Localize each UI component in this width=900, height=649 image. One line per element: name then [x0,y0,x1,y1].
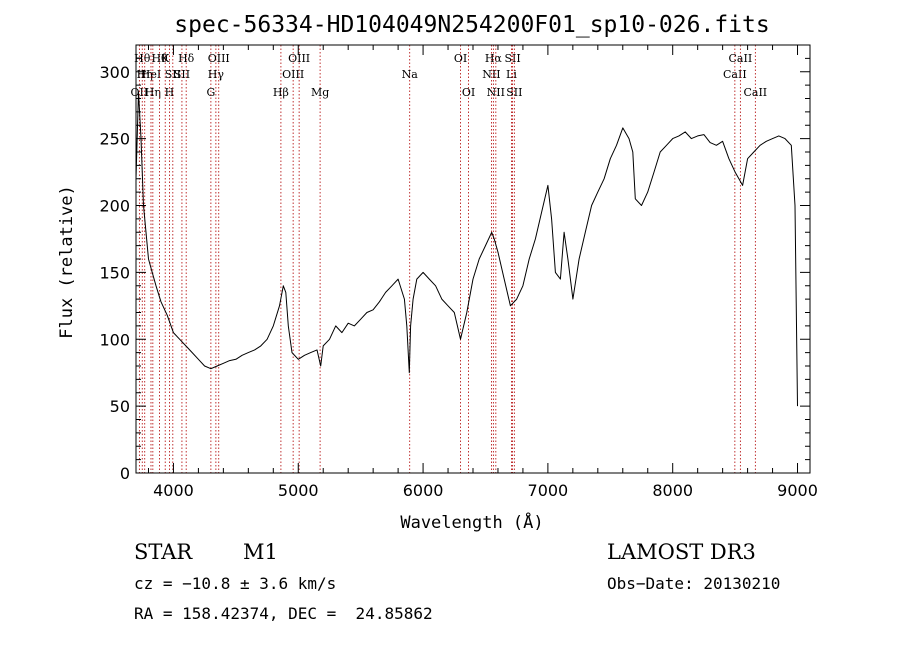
line-marker-label: SII [165,68,181,81]
line-marker-label: SII [174,68,190,81]
y-tick-label: 100 [99,330,130,349]
y-tick-label: 50 [110,397,130,416]
line-marker-label: NII [482,68,500,81]
axes: 4000 5000 6000 7000 8000 9000 0 50 100 150 200 250 3… [99,44,818,500]
line-marker-label: Hη [145,86,161,99]
line-marker-label: Hβ [273,86,289,99]
line-marker-label: Hγ [208,68,225,81]
line-marker-label: OI [454,52,467,65]
plot-frame [135,44,811,474]
line-marker-label: H [165,86,175,99]
line-marker-label: HeI [141,68,161,81]
line-marker-label: Hθ [134,52,151,65]
line-marker-label: Li [506,68,517,81]
coordinates: RA = 158.42374, DEC = 24.85862 [134,604,433,623]
line-marker-label: CaII [729,52,753,65]
subclass: M1 [243,540,278,564]
line-markers: OIIHθHηHeIHηHθKHSIISIIHδGHγOIIIHβOIIIOII… [131,45,767,473]
line-marker-label: OI [462,86,475,99]
x-tick-label: 6000 [403,481,444,500]
line-marker-label: OII [131,86,149,99]
y-axis-label: Flux (relative) [57,185,77,339]
survey-name: LAMOST DR3 [607,540,756,564]
spectrum-series [135,91,798,407]
y-tick-label: 250 [99,130,130,149]
x-tick-label: 7000 [528,481,569,500]
line-marker-label: Hδ [178,52,195,65]
line-marker-label: Hα [485,52,503,65]
line-marker-label: OIII [208,52,230,65]
x-tick-label: 8000 [652,481,693,500]
line-marker-label: CaII [743,86,767,99]
redshift-cz: cz = −10.8 ± 3.6 km/s [134,574,337,593]
line-marker-label: Na [402,68,419,81]
spectrum-line-0 [135,91,798,407]
y-tick-label: 300 [99,63,130,82]
line-marker-label: CaII [723,68,747,81]
line-marker-label: G [206,86,215,99]
obs-date: Obs−Date: 20130210 [607,574,781,593]
y-tick-label: 0 [120,464,130,483]
line-marker-label: Mg [311,86,329,99]
line-marker-label: NII [487,86,505,99]
line-marker-label: OIII [282,68,304,81]
line-marker-label: SII [504,52,520,65]
x-axis-label: Wavelength (Å) [400,511,543,533]
line-marker-label: OIII [288,52,310,65]
x-tick-label: 9000 [777,481,818,500]
x-tick-label: 5000 [278,481,319,500]
y-tick-label: 200 [99,197,130,216]
y-tick-label: 150 [99,263,130,282]
line-marker-label: K [161,52,170,65]
x-tick-label: 4000 [153,481,194,500]
object-class: STAR [134,540,193,564]
line-marker-label: Hθ [151,52,168,65]
chart-title: spec-56334-HD104049N254200F01_sp10-026.f… [174,12,769,38]
line-marker-label: SII [506,86,522,99]
